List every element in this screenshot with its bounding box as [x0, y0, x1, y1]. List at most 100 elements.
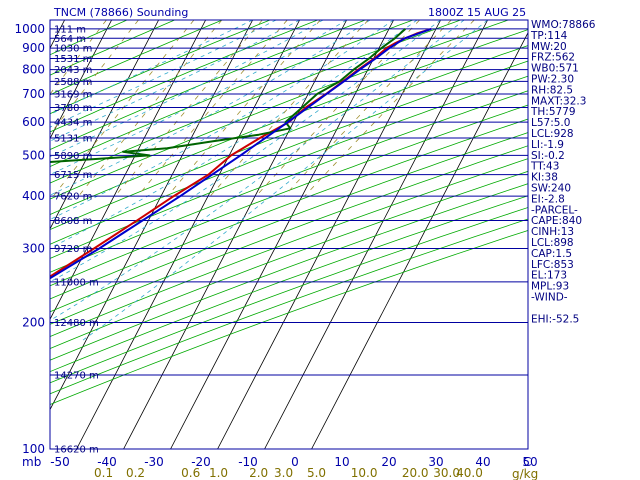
dry-adiabat-line — [50, 60, 528, 245]
temperature-end-label: C — [523, 455, 531, 469]
mixing-ratio-tick-label: 30.0 — [433, 466, 460, 480]
temperature-tick-label: -20 — [191, 455, 211, 469]
index-value: PW:2.30 — [531, 74, 574, 86]
mixing-ratio-tick-label: 10.0 — [351, 466, 378, 480]
mixing-ratio-line — [137, 20, 288, 197]
temperature-tick-label: 40 — [475, 455, 490, 469]
sounding-traces — [50, 27, 432, 280]
dry-adiabat-line — [50, 20, 223, 96]
parcel-trace — [50, 27, 432, 280]
temperature-tick-label: -30 — [144, 455, 164, 469]
index-value: L57:5.0 — [531, 117, 570, 129]
dry-adiabat-line — [50, 20, 509, 200]
index-value: LFC:853 — [531, 259, 574, 271]
moist-adiabat-line — [50, 20, 465, 321]
isotherm-line — [76, 20, 300, 449]
index-value: FRZ:562 — [531, 52, 575, 64]
dry-adiabat-line — [50, 183, 528, 361]
pressure-tick-label: 200 — [22, 316, 45, 330]
index-value: TH:5779 — [530, 106, 576, 118]
temperature-tick-label: 20 — [381, 455, 396, 469]
moist-adiabat-line — [50, 20, 371, 196]
height-label: 12480 m — [54, 318, 99, 329]
index-value: LCL:928 — [531, 128, 574, 140]
isotherm-line — [50, 20, 112, 140]
isotherm-line — [311, 31, 528, 449]
height-label: 3169 m — [54, 89, 92, 100]
index-value: EHI:-52.5 — [531, 313, 579, 325]
dry-adiabat-line — [50, 20, 175, 76]
dry-adiabat-line — [50, 90, 528, 273]
dry-adiabat-line — [50, 118, 528, 300]
index-value: RH:82.5 — [531, 84, 573, 96]
mixing-ratio-tick-label: 0.6 — [181, 466, 200, 480]
index-value: KI:38 — [531, 172, 558, 184]
height-label: 16620 m — [54, 445, 99, 456]
mixing-ratio-line — [52, 20, 195, 197]
mixing-ratio-tick-label: 3.0 — [274, 466, 293, 480]
pressure-tick-label: 400 — [22, 189, 45, 203]
dry-adiabat-line — [50, 104, 528, 287]
mixing-ratio-tick-label: 2.0 — [249, 466, 268, 480]
sounding-indices: WMO:78866TP:114MW:20FRZ:562WB0:571PW:2.3… — [530, 19, 596, 325]
dry-adiabat-line — [50, 195, 528, 373]
moist-adiabat-line — [50, 20, 300, 142]
height-label: 2588 m — [54, 77, 92, 88]
dry-adiabat-line — [50, 20, 271, 115]
mixing-ratio-tick-label: 1.0 — [209, 466, 228, 480]
height-label: 11000 m — [54, 277, 99, 288]
isotherm-line — [123, 20, 347, 449]
dry-adiabat-line — [50, 170, 528, 350]
temperature-tick-label: 10 — [334, 455, 349, 469]
mixing-ratio-line — [210, 20, 369, 197]
pressure-tick-label: 600 — [22, 115, 45, 129]
mixing-ratio-unit-label: g/kg — [512, 467, 538, 480]
mixing-ratio-tick-label: 40.0 — [456, 466, 483, 480]
index-value: EI:-2.8 — [531, 193, 565, 205]
pressure-tick-label: 500 — [22, 148, 45, 162]
temperature-tick-label: 50 — [522, 455, 537, 469]
index-value: MW:20 — [531, 41, 567, 53]
chart-time-label: 1800Z 15 AUG 25 — [428, 6, 526, 19]
dry-adiabat-line — [50, 29, 528, 215]
dry-adiabat-line — [50, 20, 128, 56]
dry-adiabat-line — [50, 229, 528, 405]
index-value: CINH:13 — [531, 226, 574, 238]
temperature-tick-label: 30 — [428, 455, 443, 469]
index-value: -PARCEL- — [531, 204, 578, 216]
height-label: 111 m — [54, 24, 86, 35]
height-label: 14270 m — [54, 371, 99, 382]
index-value: TT:43 — [530, 161, 559, 173]
index-value: SI:-0.2 — [531, 150, 565, 162]
moist-adiabat-line — [50, 20, 324, 158]
index-value: EL:173 — [531, 270, 567, 282]
moist-adiabat-line — [50, 20, 394, 220]
height-label: 5131 m — [54, 133, 92, 144]
height-label: 1030 m — [54, 44, 92, 55]
mixing-ratio-line — [50, 20, 107, 95]
dry-adiabat-line — [50, 20, 366, 150]
temperature-tick-label: -10 — [238, 455, 258, 469]
height-label: 6715 m — [54, 170, 92, 181]
dry-adiabat-line — [50, 207, 528, 384]
temperature-tick-label: -40 — [97, 455, 117, 469]
mixing-ratio-line — [167, 20, 321, 197]
moist-adiabat-line — [50, 20, 418, 249]
index-value: LI:-1.9 — [531, 139, 564, 151]
temperature-trace — [50, 27, 432, 278]
chart-title: TNCM (78866) Sounding — [53, 6, 188, 19]
isotherm-line — [264, 20, 488, 449]
mixing-ratio-line — [78, 20, 223, 197]
pressure-tick-label: 900 — [22, 41, 45, 55]
mixing-ratio-line — [114, 20, 263, 197]
isotherm-line — [0, 20, 18, 449]
height-label: 9720 m — [54, 244, 92, 255]
mixing-ratio-tick-label: 5.0 — [307, 466, 326, 480]
isotherm-line — [50, 20, 159, 230]
temperature-tick-label: 0 — [291, 455, 299, 469]
dry-adiabat-line — [50, 75, 528, 259]
index-value: SW:240 — [531, 183, 571, 195]
height-label: 7620 m — [54, 192, 92, 203]
